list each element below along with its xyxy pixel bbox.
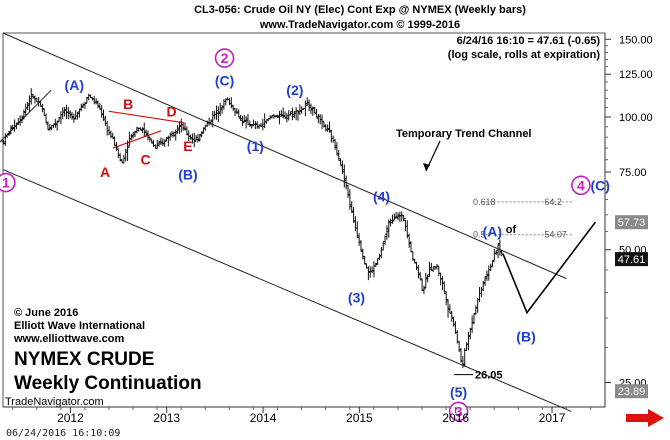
wave-label-19: (C) (590, 177, 609, 193)
level-value-2: 26.05 (475, 370, 503, 382)
ohlc-bar (390, 214, 395, 224)
wave-label-18: 4 (577, 177, 585, 193)
ohlc-bar (336, 150, 341, 161)
ohlc-bar (362, 255, 367, 265)
scale-note: (log scale, rolls at expiration) (448, 49, 601, 61)
y-tick-label-3: 100.00 (619, 112, 653, 124)
channel-line-1 (2, 169, 572, 412)
level-value-0: 64.2 (544, 197, 562, 207)
triangle-line-1 (108, 110, 185, 124)
right-arrow-icon[interactable] (626, 409, 664, 427)
x-tick-label-1: 2013 (153, 411, 180, 425)
y-tick-label-2: 75.00 (619, 167, 647, 179)
channel-lines: Temporary Trend Channel (0, 32, 572, 412)
wave-label-circle-0 (0, 172, 16, 193)
footer-timestamp: 06/24/2016 16:10:09 (6, 428, 120, 439)
wave-label-15: 3 (455, 403, 463, 419)
y-tick-label-5: 150.00 (619, 34, 653, 46)
x-tick-label-3: 2015 (346, 411, 373, 425)
ohlc-bars (1, 88, 504, 369)
level-value-1: 54.07 (544, 230, 567, 240)
wave-label-3: B (123, 96, 133, 112)
wave-label-17: (B) (516, 328, 535, 344)
of-label: of (506, 224, 517, 236)
price-tags: 57.73 47.61 23.89 (615, 215, 648, 399)
wave-label-14: (5) (450, 384, 467, 400)
x-tick-label-2: 2014 (250, 411, 277, 425)
projection-polyline (502, 221, 597, 315)
wave-label-circle-15 (448, 401, 469, 422)
wave-label-6: (B) (178, 167, 197, 183)
x-tick-label-0: 2012 (57, 411, 84, 425)
triangle-line-0 (112, 130, 162, 149)
x-tick-label-5: 2017 (539, 411, 566, 425)
branding-copyright: © June 2016 (14, 307, 78, 319)
y-tick-label-4: 125.00 (619, 69, 653, 81)
channel-line-0 (2, 32, 567, 280)
price-tag-bg-1 (615, 252, 648, 267)
branding-company: Elliott Wave International (14, 320, 145, 332)
price-tag-1: 47.61 (618, 254, 646, 266)
chart-copyright: www.TradeNavigator.com © 1999-2016 (259, 19, 460, 31)
wave-label-11: (2) (286, 82, 303, 98)
wave-labels: 1 (A) A B C D (B) E 2 (C) (1) (2) (3) (4) (5) 3 (A) (B) 4 (… (0, 48, 610, 422)
price-tag-2: 23.89 (618, 386, 646, 398)
ohlc-bar (490, 260, 495, 268)
price-tag-bg-2 (615, 384, 648, 399)
price-tag-0: 57.73 (618, 217, 646, 229)
wave-label-13: (4) (373, 189, 390, 205)
wave-label-4: C (140, 152, 150, 168)
chart-title: CL3-056: Crude Oil NY (Elec) Cont Exp @ … (194, 4, 526, 16)
wave-label-12: (3) (348, 289, 365, 305)
wave-label-8: 2 (221, 50, 229, 66)
branding-title-line2: Weekly Continuation (14, 373, 202, 394)
level-label-0: 0.618 (473, 197, 496, 207)
price-tag-bg-0 (615, 215, 648, 230)
ohlc-bar (125, 140, 130, 162)
branding-source: TradeNavigator.com (5, 396, 104, 408)
fib-levels: 0.618 64.2 0.5 - 54.07 26.05 of (453, 197, 574, 382)
last-bar-readout: 6/24/16 16:10 = 47.61 (-0.65) (457, 35, 601, 47)
x-tick-label-4: 2016 (442, 411, 469, 425)
x-axis: 2012 2013 2014 2015 2016 2017 (12, 407, 592, 425)
channel-label-arrowhead (423, 163, 430, 171)
wave-label-2: A (100, 164, 110, 180)
level-label-1: 0.5 - (473, 230, 491, 240)
wave-label-10: (1) (247, 138, 264, 154)
branding-url: www.elliottwave.com (13, 333, 124, 345)
wave-label-0: 1 (2, 175, 10, 191)
wave-label-9: (C) (215, 72, 234, 88)
branding-title-line1: NYMEX CRUDE (14, 349, 154, 370)
wave-label-7: E (183, 138, 192, 154)
wave-label-circle-8 (214, 48, 235, 68)
wave-label-circle-18 (571, 175, 591, 196)
wave-label-5: D (166, 103, 176, 119)
wave-label-16: (A) (483, 223, 502, 239)
wave-label-1: (A) (65, 77, 84, 93)
projection-path (502, 221, 597, 315)
channel-label: Temporary Trend Channel (396, 128, 532, 140)
